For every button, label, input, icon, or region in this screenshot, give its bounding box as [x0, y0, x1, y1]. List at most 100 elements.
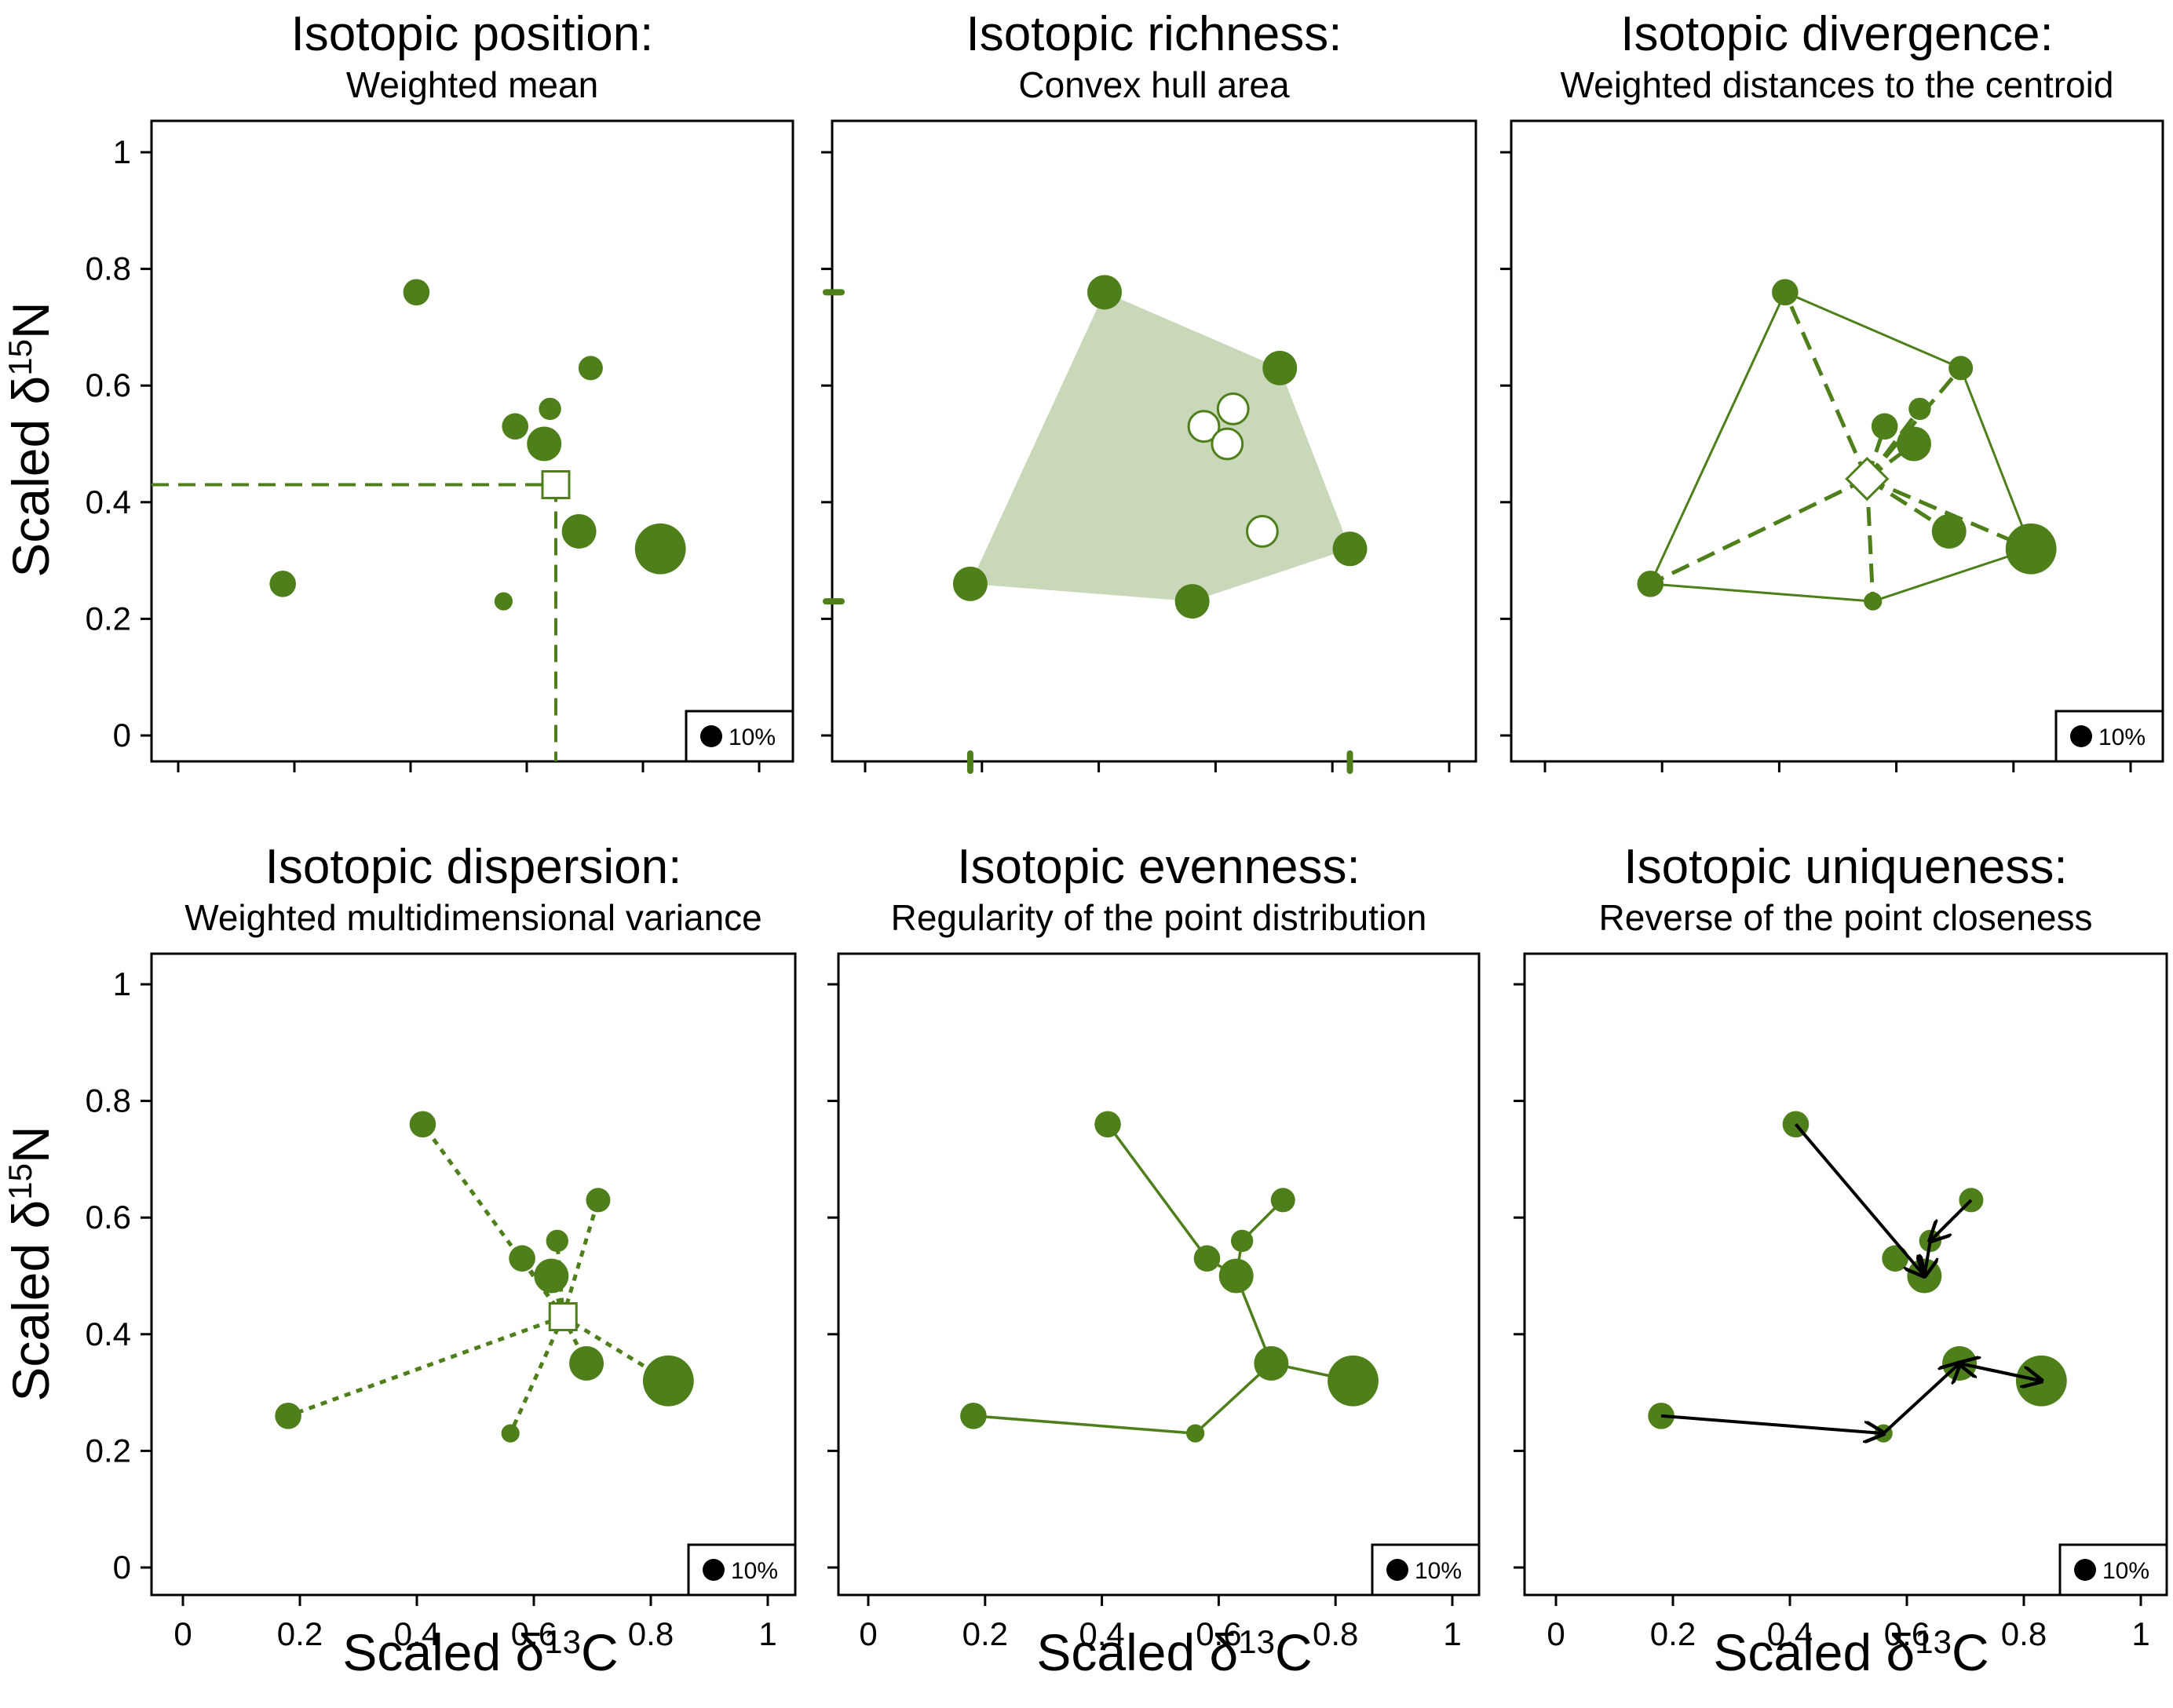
point [1648, 1403, 1674, 1429]
point [1332, 531, 1368, 567]
y-tick-label: 0.6 [86, 1199, 131, 1235]
point [569, 1345, 604, 1381]
legend-label: 10% [731, 1558, 778, 1584]
y-tick-label: 1 [113, 965, 131, 1002]
panel-divergence: Isotopic divergence:Weighted distances t… [1500, 7, 2164, 772]
point [1270, 1188, 1295, 1213]
panel-title: Isotopic dispersion: [265, 840, 682, 894]
x-axis-label-left: Scaled δ13C [342, 1623, 618, 1681]
x-tick-label: 1 [2131, 1615, 2149, 1652]
size-legend: 10% [687, 1543, 797, 1597]
point [1871, 413, 1898, 440]
x-axis-label-middle: Scaled δ13C [1036, 1623, 1312, 1681]
point [494, 592, 513, 611]
x-tick-label: 0.2 [277, 1615, 323, 1652]
panel-subtitle: Weighted multidimensional variance [184, 897, 762, 938]
y-tick-label: 0 [113, 1549, 131, 1586]
mst-edge [1106, 1123, 1208, 1260]
point [275, 1403, 301, 1429]
point [534, 1258, 569, 1294]
point [1087, 275, 1123, 310]
size-legend: 10% [2054, 710, 2164, 763]
panel-evenness: Isotopic evenness:Regularity of the poin… [827, 840, 1481, 1652]
point [960, 1403, 987, 1429]
x-tick-label: 0.8 [628, 1615, 674, 1652]
point [509, 1245, 535, 1272]
panel-subtitle: Weighted distances to the centroid [1561, 64, 2114, 105]
point [1882, 1245, 1908, 1272]
y-tick-label: 0.8 [86, 250, 131, 287]
centroid-distance-line [1866, 476, 2032, 551]
x-tick-label: 0.6 [1884, 1615, 1930, 1652]
x-tick-label: 0.4 [1079, 1615, 1124, 1652]
plot-frame [837, 952, 1481, 1597]
closeness-arrow [1959, 1361, 2041, 1381]
point [1186, 1424, 1205, 1443]
dispersion-line [508, 1316, 565, 1435]
x-tick-label: 0.6 [511, 1615, 557, 1652]
panel-uniqueness: Isotopic uniqueness:Reverse of the point… [1514, 840, 2168, 1652]
plot-frame [1510, 119, 2164, 763]
panel-dispersion: Isotopic dispersion:Weighted multidimens… [86, 840, 797, 1652]
point [561, 513, 597, 549]
centroid-distance-line [1649, 476, 1868, 586]
x-tick-label: 0.4 [1767, 1615, 1813, 1652]
panel-title: Isotopic evenness: [957, 840, 1360, 894]
centroid-distance-line [1865, 367, 1963, 480]
x-tick-label: 1 [758, 1615, 776, 1652]
size-legend: 10% [1371, 1543, 1481, 1597]
legend-dot [2070, 725, 2092, 747]
x-axis-label-right: Scaled δ13C [1713, 1623, 1989, 1681]
closeness-arrow [1660, 1414, 1883, 1433]
centroid-distance-line [1783, 291, 1869, 480]
point [1094, 1111, 1121, 1138]
centroid-diamond [1845, 456, 1890, 502]
closeness-arrow [1882, 1363, 1959, 1435]
x-tick-label: 0 [859, 1615, 877, 1652]
panel-richness: Isotopic richness:Convex hull area [821, 7, 1477, 774]
y-tick-label: 0.2 [86, 1432, 131, 1469]
x-tick-label: 0.6 [1196, 1615, 1241, 1652]
point [502, 413, 528, 440]
x-tick-label: 0.8 [1313, 1615, 1358, 1652]
y-tick-label: 0.4 [86, 1316, 131, 1352]
point-hollow [1216, 392, 1250, 425]
centroid-distance-line [1864, 478, 1875, 602]
panel-subtitle: Weighted mean [346, 64, 598, 105]
dispersion-line [287, 1315, 564, 1418]
closeness-arrow [1794, 1123, 1924, 1276]
point [409, 1111, 436, 1138]
panel-title: Isotopic position: [291, 7, 654, 61]
point [1174, 584, 1210, 619]
closeness-arrow [1930, 1199, 1973, 1241]
plot-frame [831, 119, 1477, 763]
y-axis-label-bottom: Scaled δ15N [2, 1126, 60, 1401]
point [1193, 1245, 1221, 1272]
y-tick-label: 0.4 [86, 484, 131, 520]
point [1896, 426, 1931, 462]
point-hollow [1187, 410, 1221, 443]
plot-frame [150, 119, 794, 763]
panel-title: Isotopic uniqueness: [1623, 840, 2067, 894]
panel-title: Isotopic divergence: [1620, 7, 2053, 61]
y-tick-label: 0.8 [86, 1082, 131, 1119]
panel-position: Isotopic position:Weighted mean 0 0.2 0.4 0.… [86, 7, 794, 772]
y-tick-label: 1 [113, 133, 131, 170]
point [1637, 571, 1664, 597]
point [1931, 513, 1967, 549]
legend-label: 10% [1415, 1558, 1462, 1584]
panel-subtitle: Regularity of the point distribution [891, 897, 1427, 938]
legend-box [687, 1543, 797, 1597]
legend-dot [703, 1559, 725, 1581]
point [642, 1355, 694, 1407]
x-tick-label: 0.2 [962, 1615, 1008, 1652]
dispersion-line [561, 1199, 601, 1318]
panel-subtitle: Reverse of the point closeness [1598, 897, 2092, 938]
panel-subtitle: Convex hull area [1018, 64, 1290, 105]
closeness-arrow [1924, 1240, 1930, 1276]
point-hollow [1211, 427, 1244, 461]
legend-label: 10% [2098, 724, 2146, 750]
point-hollow [1246, 515, 1279, 548]
point [501, 1424, 520, 1443]
